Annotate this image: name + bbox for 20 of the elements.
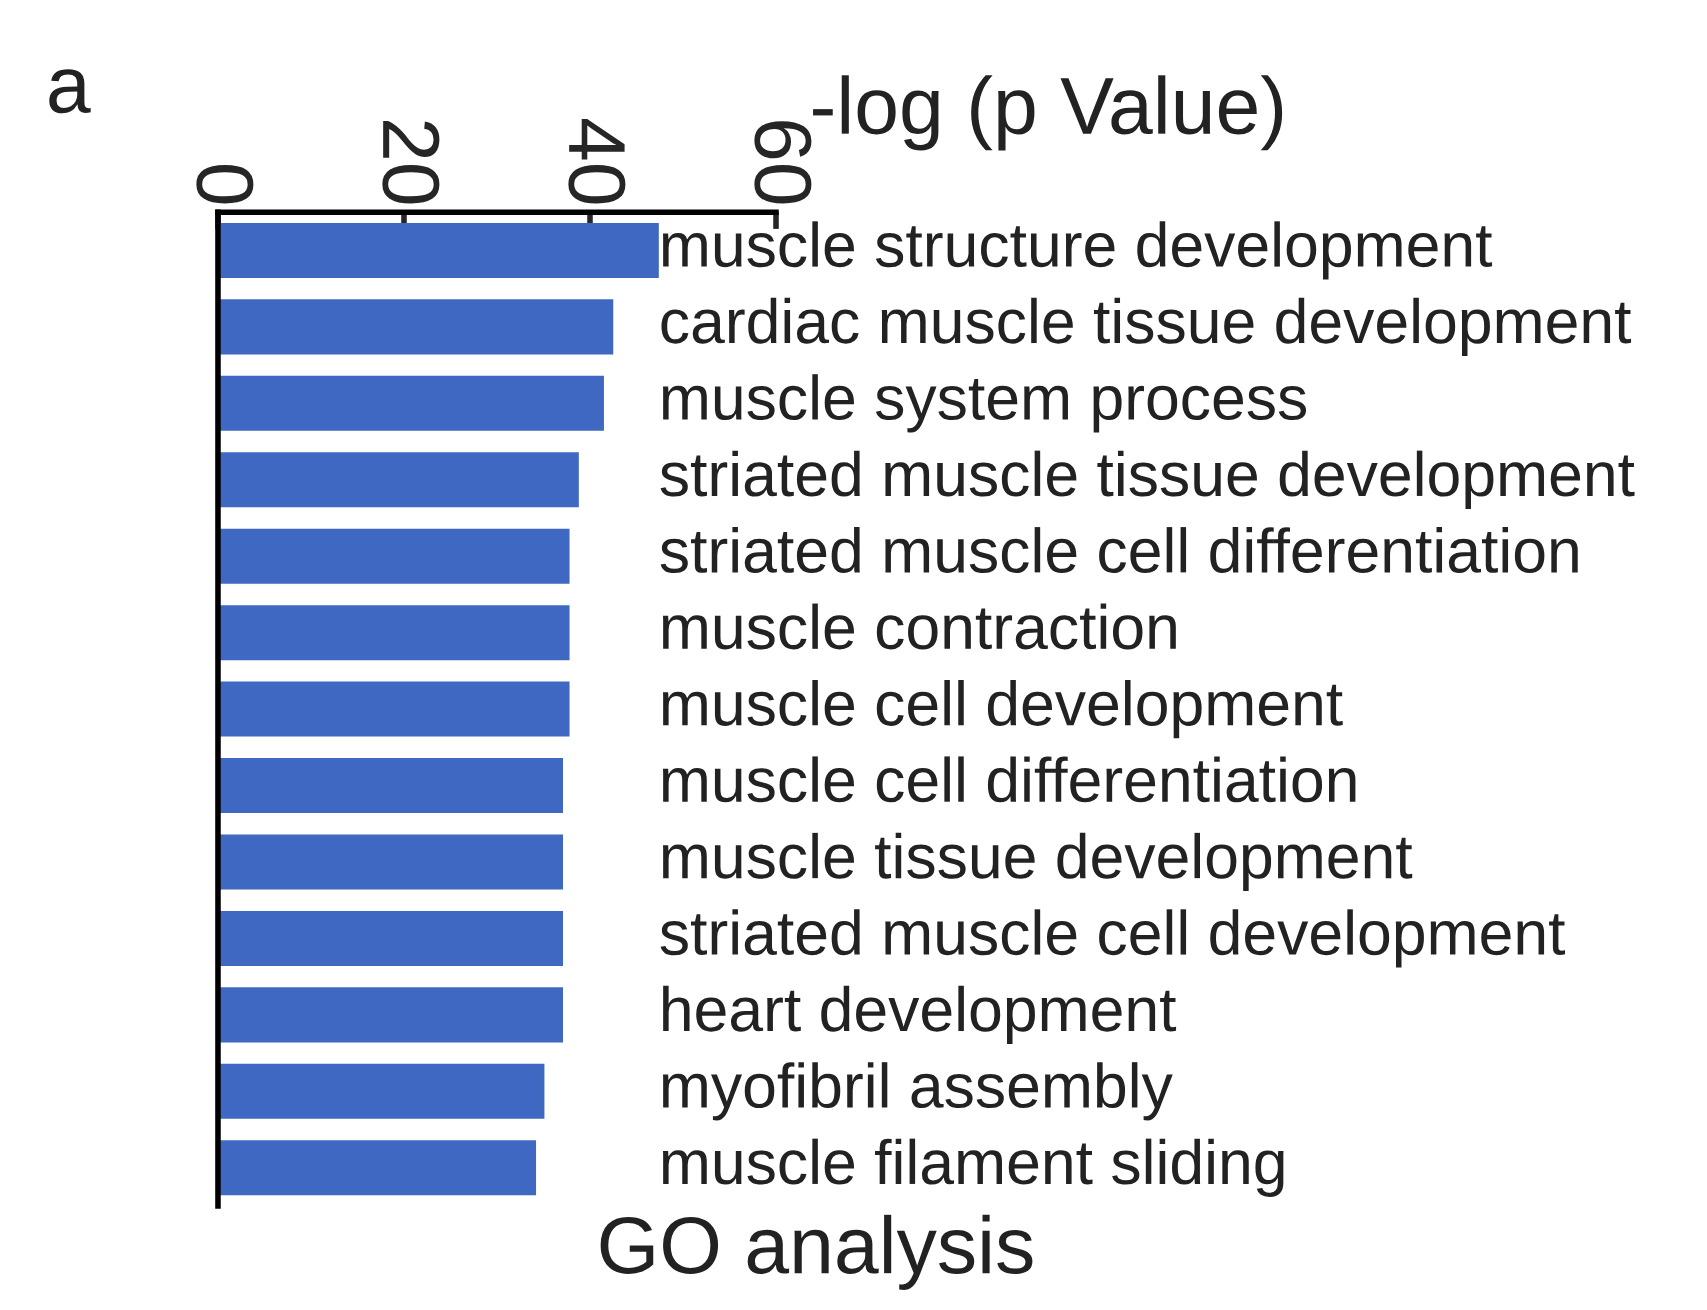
x-tick-label: 0 bbox=[196, 165, 254, 204]
y-tick-label: striated muscle cell differentiation bbox=[660, 527, 1578, 573]
y-tick-label: striated muscle tissue development bbox=[660, 450, 1635, 509]
x-tick-label: 40 bbox=[568, 118, 626, 204]
y-tick-label: muscle cell differentiation bbox=[662, 756, 1356, 803]
y-tick-label: muscle system process bbox=[662, 374, 1307, 433]
x-tick-label: 20 bbox=[382, 121, 440, 204]
y-tick-label: muscle cell development bbox=[662, 679, 1343, 739]
y-tick-label: muscle contraction bbox=[662, 603, 1176, 650]
y-tick-label: muscle filament sliding bbox=[662, 1138, 1284, 1197]
text: GO analysis bbox=[600, 1214, 1033, 1290]
y-tick-label: heart development bbox=[663, 985, 1177, 1045]
y-tick-label: muscle tissue development bbox=[662, 832, 1413, 892]
x-axis-title: -log (p Value) bbox=[813, 75, 1283, 151]
text: a bbox=[49, 69, 91, 114]
y-tick-label: striated muscle cell development bbox=[660, 909, 1566, 968]
y-tick-label: muscle structure development bbox=[662, 221, 1493, 280]
y-tick-label: myofibril assembly bbox=[662, 1062, 1173, 1121]
y-tick-label: cardiac muscle tissue development bbox=[661, 297, 1632, 357]
x-tick-label: 60 bbox=[754, 121, 812, 204]
